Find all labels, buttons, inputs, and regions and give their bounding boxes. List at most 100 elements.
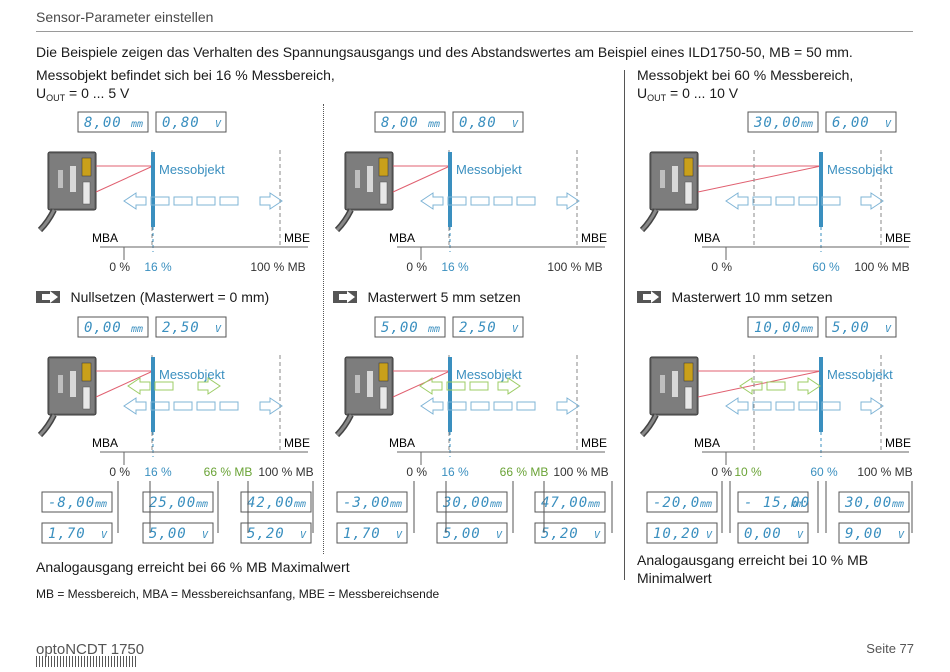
p6-sensor — [642, 357, 698, 435]
d1-0-frame — [41, 522, 113, 544]
p6-display-mm-unit: mm — [800, 324, 813, 335]
p3-pct-1: 100 % MB — [854, 260, 909, 274]
p3-display-mm-unit: mm — [800, 119, 813, 130]
p2-laser-2 — [392, 165, 451, 193]
d3-2-frame — [838, 522, 910, 544]
d3-2-unit: V — [898, 530, 905, 541]
p2-display-mm-unit: mm — [427, 119, 440, 130]
d2-0-value: 1,70 — [343, 526, 381, 542]
p6-range-arrows — [725, 397, 884, 415]
arrow-right-icon — [333, 291, 357, 303]
p4-pct-0: 16 % — [144, 465, 172, 479]
c2-1-value: 30,00 — [442, 495, 490, 511]
p4-display-mm-unit: mm — [130, 324, 143, 335]
c3-1-value: - 15,00 — [744, 495, 810, 511]
step-master5: Masterwert 5 mm setzen — [333, 289, 521, 307]
p1-sensor — [40, 152, 96, 230]
p5-display-mm-value: 5,00 — [381, 320, 419, 336]
p4-target-bar — [151, 357, 155, 432]
c3-2-frame — [838, 491, 910, 513]
left-caption-line2: UOUT = 0 ... 5 V — [36, 85, 130, 103]
note-left: Analogausgang erreicht bei 66 % MB Maxim… — [36, 559, 350, 575]
c1-1-value: 25,00 — [149, 495, 196, 511]
p2-sensor — [337, 152, 393, 230]
step-nullsetzen-label: Nullsetzen (Masterwert = 0 mm) — [70, 289, 270, 305]
c1-2-value: 42,00 — [247, 495, 294, 511]
arrow-right-icon — [36, 291, 60, 303]
p5-green-arrows — [419, 377, 521, 395]
c2-2-frame — [534, 491, 606, 513]
step-master10-label: Masterwert 10 mm setzen — [671, 289, 833, 305]
intro-text: Die Beispiele zeigen das Verhalten des S… — [36, 44, 853, 60]
p3-sensor — [642, 152, 698, 230]
footer-page: Seite 77 — [866, 641, 914, 656]
p5-target-bar — [448, 357, 452, 432]
p5-range-arrows — [420, 397, 580, 415]
d3-0-frame — [646, 522, 718, 544]
c2-0-value: -3,00 — [343, 495, 390, 511]
right-caption-line2: UOUT = 0 ... 10 V — [637, 85, 739, 103]
c2-1-frame — [436, 491, 508, 513]
p5-mbe-label: MBE — [581, 436, 607, 450]
p4-display-mm-frame — [77, 316, 149, 338]
footer-bars — [36, 654, 138, 672]
d3-2-value: 9,00 — [845, 526, 883, 542]
c1-2-unit: mm — [293, 499, 306, 510]
p1-display-mm-value: 8,00 — [84, 115, 122, 131]
d1-0-value: 1,70 — [48, 526, 86, 542]
p4-laser-2 — [95, 370, 154, 398]
p6-display-v-value: 5,00 — [832, 320, 870, 336]
p6-target-bar — [819, 357, 823, 432]
diagram-svg: 8,00 mm 0,80 V Messobjekt MBA MBE 0 % 16 % 100 % … — [0, 111, 913, 544]
page-header-title: Sensor-Parameter einstellen — [36, 9, 214, 25]
column-divider-solid — [624, 70, 625, 580]
p1-target-bar — [151, 152, 155, 227]
d1-2-unit: V — [300, 530, 307, 541]
p2-range-arrows — [420, 192, 580, 210]
d3-1-value: 0,00 — [744, 526, 782, 542]
p5-pct-0: 16 % — [441, 465, 469, 479]
d2-1-unit: V — [496, 530, 503, 541]
p3-pct-0: 60 % — [812, 260, 840, 274]
d1-1-value: 5,00 — [149, 526, 187, 542]
d3-0-value: 10,20 — [653, 526, 700, 542]
d1-1-unit: V — [202, 530, 209, 541]
note-right-line2: Minimalwert — [637, 570, 712, 586]
p2-messobjekt-label: Messobjekt — [456, 162, 522, 177]
right-caption: Messobjekt bei 60 % Messbereich, UOUT = … — [637, 66, 853, 107]
d3-1-frame — [737, 522, 809, 544]
p1-pct-0: 16 % — [144, 260, 172, 274]
p3-display-v-value: 6,00 — [832, 115, 870, 131]
c3-1-unit: mm — [790, 499, 803, 510]
p2-pct-0: 16 % — [441, 260, 469, 274]
p5-laser-2 — [392, 370, 451, 398]
p5-display-v-value: 2,50 — [459, 320, 497, 336]
step-master10: Masterwert 10 mm setzen — [637, 289, 833, 307]
c3-2-value: 30,00 — [844, 495, 892, 511]
legend-text: MB = Messbereich, MBA = Messbereichsanfa… — [36, 587, 440, 601]
p6-laser-2 — [697, 370, 822, 398]
p1-display-v-value: 0,80 — [162, 115, 200, 131]
p5-p0: 0 % — [406, 465, 427, 479]
c3-0-unit: mm — [699, 499, 712, 510]
p3-display-mm-frame — [747, 111, 819, 133]
p5-messobjekt-label: Messobjekt — [456, 367, 522, 382]
d1-2-frame — [240, 522, 312, 544]
c2-0-frame — [336, 491, 408, 513]
p4-p0: 0 % — [109, 465, 130, 479]
p5-display-mm-frame — [374, 316, 446, 338]
p2-mbe-label: MBE — [581, 231, 607, 245]
note-right-line1: Analogausgang erreicht bei 10 % MB — [637, 552, 869, 568]
p1-laser-2 — [95, 165, 154, 193]
p4-mbe-label: MBE — [284, 436, 310, 450]
step-nullsetzen: Nullsetzen (Masterwert = 0 mm) — [36, 289, 269, 307]
p1-display-mm-unit: mm — [130, 119, 143, 130]
p2-pct-1: 100 % MB — [547, 260, 602, 274]
c1-2-frame — [240, 491, 312, 513]
d2-1-frame — [436, 522, 508, 544]
d2-0-frame — [336, 522, 408, 544]
p4-green-arrows — [127, 377, 221, 395]
d2-2-value: 5,20 — [541, 526, 579, 542]
p3-display-mm-value: 30,00 — [753, 115, 801, 131]
c3-1-frame — [737, 491, 809, 513]
